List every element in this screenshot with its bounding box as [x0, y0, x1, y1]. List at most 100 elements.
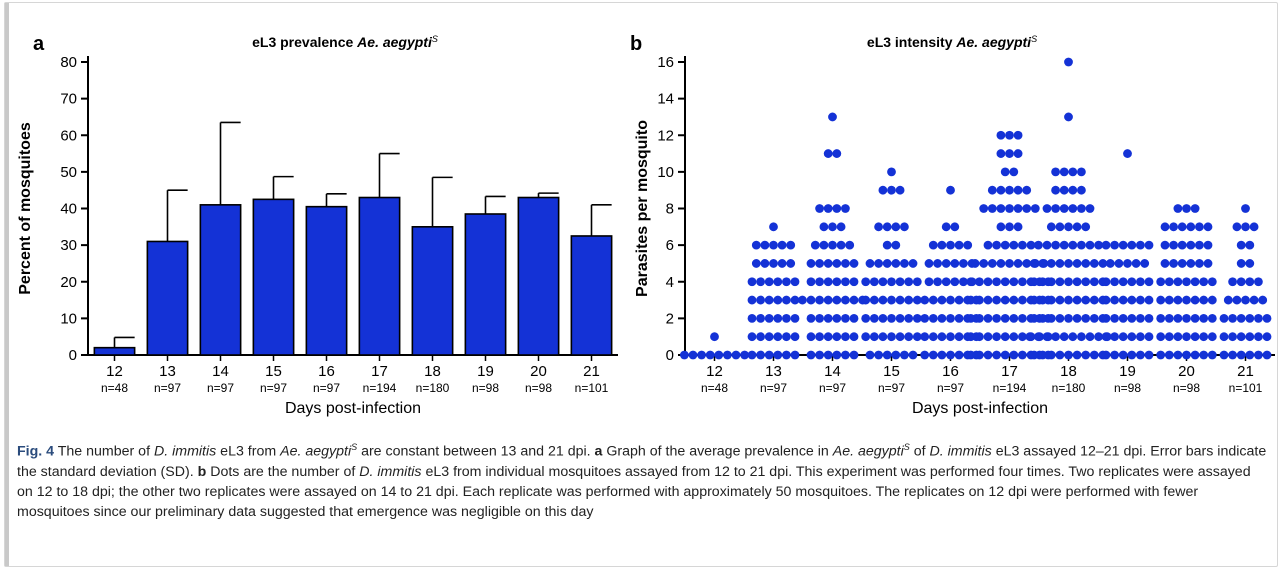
data-point — [874, 350, 883, 360]
data-point — [723, 350, 732, 360]
data-point — [861, 313, 871, 323]
data-point — [1195, 259, 1204, 268]
data-point — [1199, 350, 1209, 360]
data-point — [1118, 313, 1128, 323]
data-point — [887, 313, 896, 323]
x-tick-label: 19 — [1119, 363, 1136, 380]
data-point — [946, 332, 955, 342]
data-point — [983, 240, 993, 250]
data-point — [832, 149, 842, 158]
data-point — [756, 295, 765, 305]
data-point — [810, 240, 820, 250]
caption-segment: eL3 from — [216, 443, 281, 460]
data-point — [1064, 350, 1073, 360]
data-point — [1089, 277, 1099, 287]
data-point — [849, 332, 859, 342]
data-point — [798, 295, 807, 305]
sample-size-label: n=97 — [819, 381, 846, 395]
data-point — [1186, 222, 1196, 232]
sample-size-label: n=97 — [760, 381, 787, 395]
data-point — [1029, 259, 1039, 268]
data-point — [782, 295, 791, 305]
sample-size-label: n=101 — [1229, 381, 1263, 395]
y-tick-label: 60 — [60, 127, 77, 144]
data-point — [1182, 332, 1191, 342]
data-point — [1059, 167, 1069, 177]
data-point — [1013, 185, 1023, 195]
data-point — [1190, 204, 1200, 213]
data-point — [1005, 222, 1014, 232]
data-point — [1127, 277, 1137, 287]
data-point — [731, 350, 741, 360]
data-point — [1029, 313, 1039, 323]
data-point — [1127, 295, 1137, 305]
sample-size-label: n=194 — [993, 381, 1027, 395]
data-point — [1018, 332, 1027, 342]
data-point — [773, 295, 783, 305]
data-point — [764, 313, 774, 323]
data-point — [1118, 350, 1128, 360]
data-point — [1236, 277, 1246, 287]
caption-segment: Ae. aegypti — [280, 443, 352, 460]
data-point — [1038, 259, 1048, 268]
data-point — [1173, 332, 1183, 342]
data-point — [996, 222, 1006, 232]
data-point — [1000, 295, 1010, 305]
panel-letter-b: b — [630, 33, 642, 55]
data-point — [1068, 240, 1078, 250]
data-point — [1029, 350, 1039, 360]
data-point — [1055, 222, 1065, 232]
data-point — [959, 259, 968, 268]
data-point — [882, 222, 892, 232]
data-point — [1089, 350, 1099, 360]
data-point — [815, 259, 824, 268]
data-point — [1042, 240, 1052, 250]
bar — [252, 198, 295, 356]
data-point — [1249, 222, 1259, 232]
data-point — [966, 313, 976, 323]
data-point — [1207, 332, 1217, 342]
data-point — [1000, 313, 1010, 323]
data-point — [773, 350, 783, 360]
data-point — [1219, 313, 1229, 323]
data-point — [950, 259, 960, 268]
bar — [358, 196, 401, 356]
data-point — [1199, 277, 1209, 287]
data-point — [895, 185, 905, 195]
data-point — [806, 277, 816, 287]
data-point — [928, 295, 938, 305]
data-point — [832, 350, 842, 360]
data-point — [1046, 313, 1056, 323]
data-point — [992, 313, 1001, 323]
data-point — [841, 277, 850, 287]
sample-size-label: n=194 — [363, 381, 397, 395]
data-point — [912, 295, 922, 305]
data-point — [1000, 240, 1010, 250]
data-point — [1118, 277, 1128, 287]
y-tick-label: 12 — [657, 127, 674, 144]
data-point — [1059, 204, 1069, 213]
data-point — [1038, 277, 1048, 287]
data-point — [1236, 313, 1246, 323]
data-point — [1254, 313, 1263, 323]
data-point — [1164, 277, 1174, 287]
data-point — [1013, 130, 1023, 140]
data-point — [954, 313, 964, 323]
data-point — [836, 240, 846, 250]
sample-size-label: n=97 — [154, 381, 181, 395]
data-point — [983, 332, 993, 342]
data-point — [882, 259, 892, 268]
data-point — [1118, 295, 1128, 305]
data-point — [1089, 259, 1099, 268]
data-point — [954, 295, 964, 305]
data-point — [904, 313, 914, 323]
data-point — [1156, 350, 1166, 360]
y-tick-label: 40 — [60, 201, 77, 218]
data-point — [891, 350, 901, 360]
data-point — [865, 259, 875, 268]
data-point — [941, 222, 951, 232]
data-point — [1127, 240, 1137, 250]
data-point — [1169, 240, 1178, 250]
data-point — [928, 240, 938, 250]
data-point — [747, 332, 757, 342]
